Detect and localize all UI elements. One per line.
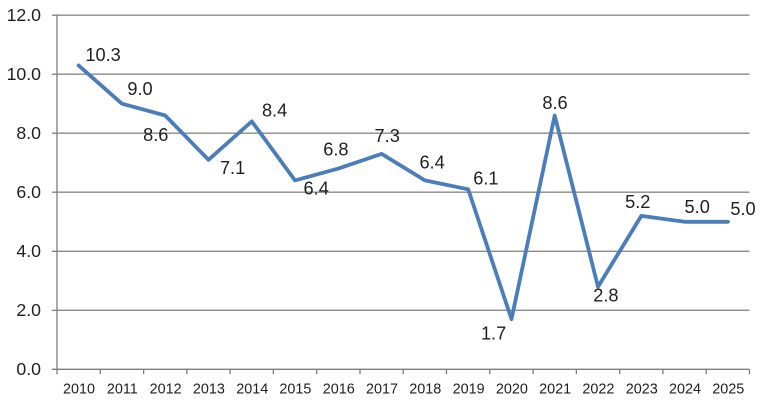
svg-text:2013: 2013 xyxy=(193,382,225,398)
svg-text:6.4: 6.4 xyxy=(304,179,329,199)
svg-text:6.4: 6.4 xyxy=(419,153,444,173)
svg-text:2011: 2011 xyxy=(107,382,138,398)
svg-text:6.0: 6.0 xyxy=(16,182,41,202)
svg-text:5.0: 5.0 xyxy=(685,197,710,217)
svg-text:2025: 2025 xyxy=(712,382,744,398)
svg-text:5.2: 5.2 xyxy=(625,192,650,212)
svg-text:9.0: 9.0 xyxy=(127,79,152,99)
svg-text:2021: 2021 xyxy=(539,382,571,398)
svg-text:2024: 2024 xyxy=(669,382,701,398)
svg-text:12.0: 12.0 xyxy=(7,5,42,25)
svg-text:2014: 2014 xyxy=(236,382,268,398)
svg-text:7.3: 7.3 xyxy=(375,126,400,146)
svg-text:2023: 2023 xyxy=(626,382,658,398)
svg-text:2012: 2012 xyxy=(150,382,182,398)
svg-text:10.3: 10.3 xyxy=(85,45,120,65)
svg-text:8.0: 8.0 xyxy=(16,123,41,143)
svg-text:2018: 2018 xyxy=(409,382,441,398)
svg-text:2010: 2010 xyxy=(63,382,95,398)
svg-text:2015: 2015 xyxy=(279,382,311,398)
svg-text:2020: 2020 xyxy=(496,382,528,398)
svg-text:2017: 2017 xyxy=(366,382,398,398)
svg-text:2016: 2016 xyxy=(323,382,355,398)
svg-text:1.7: 1.7 xyxy=(481,324,506,344)
svg-text:6.1: 6.1 xyxy=(473,169,498,189)
svg-text:6.8: 6.8 xyxy=(323,140,348,160)
svg-text:8.6: 8.6 xyxy=(143,125,168,145)
svg-text:10.0: 10.0 xyxy=(7,64,42,84)
svg-text:5.0: 5.0 xyxy=(730,199,755,219)
svg-text:8.6: 8.6 xyxy=(542,93,567,113)
svg-text:2.8: 2.8 xyxy=(593,286,618,306)
svg-text:2022: 2022 xyxy=(582,382,614,398)
svg-text:8.4: 8.4 xyxy=(262,100,287,120)
svg-text:2019: 2019 xyxy=(453,382,485,398)
svg-text:0.0: 0.0 xyxy=(16,359,41,379)
svg-text:4.0: 4.0 xyxy=(16,241,41,261)
svg-text:2.0: 2.0 xyxy=(16,300,41,320)
svg-text:7.1: 7.1 xyxy=(220,158,245,178)
